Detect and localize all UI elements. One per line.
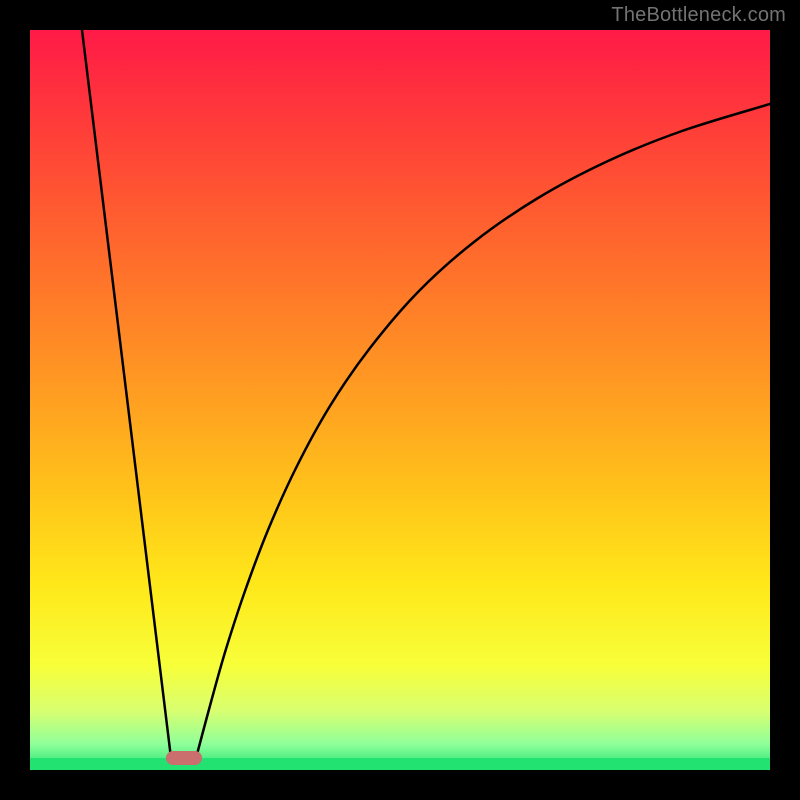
plot-area	[30, 30, 770, 770]
bottleneck-curve	[30, 30, 770, 770]
plot-frame	[30, 30, 770, 770]
optimal-marker-pill	[166, 751, 202, 765]
watermark-text: TheBottleneck.com	[611, 4, 786, 27]
